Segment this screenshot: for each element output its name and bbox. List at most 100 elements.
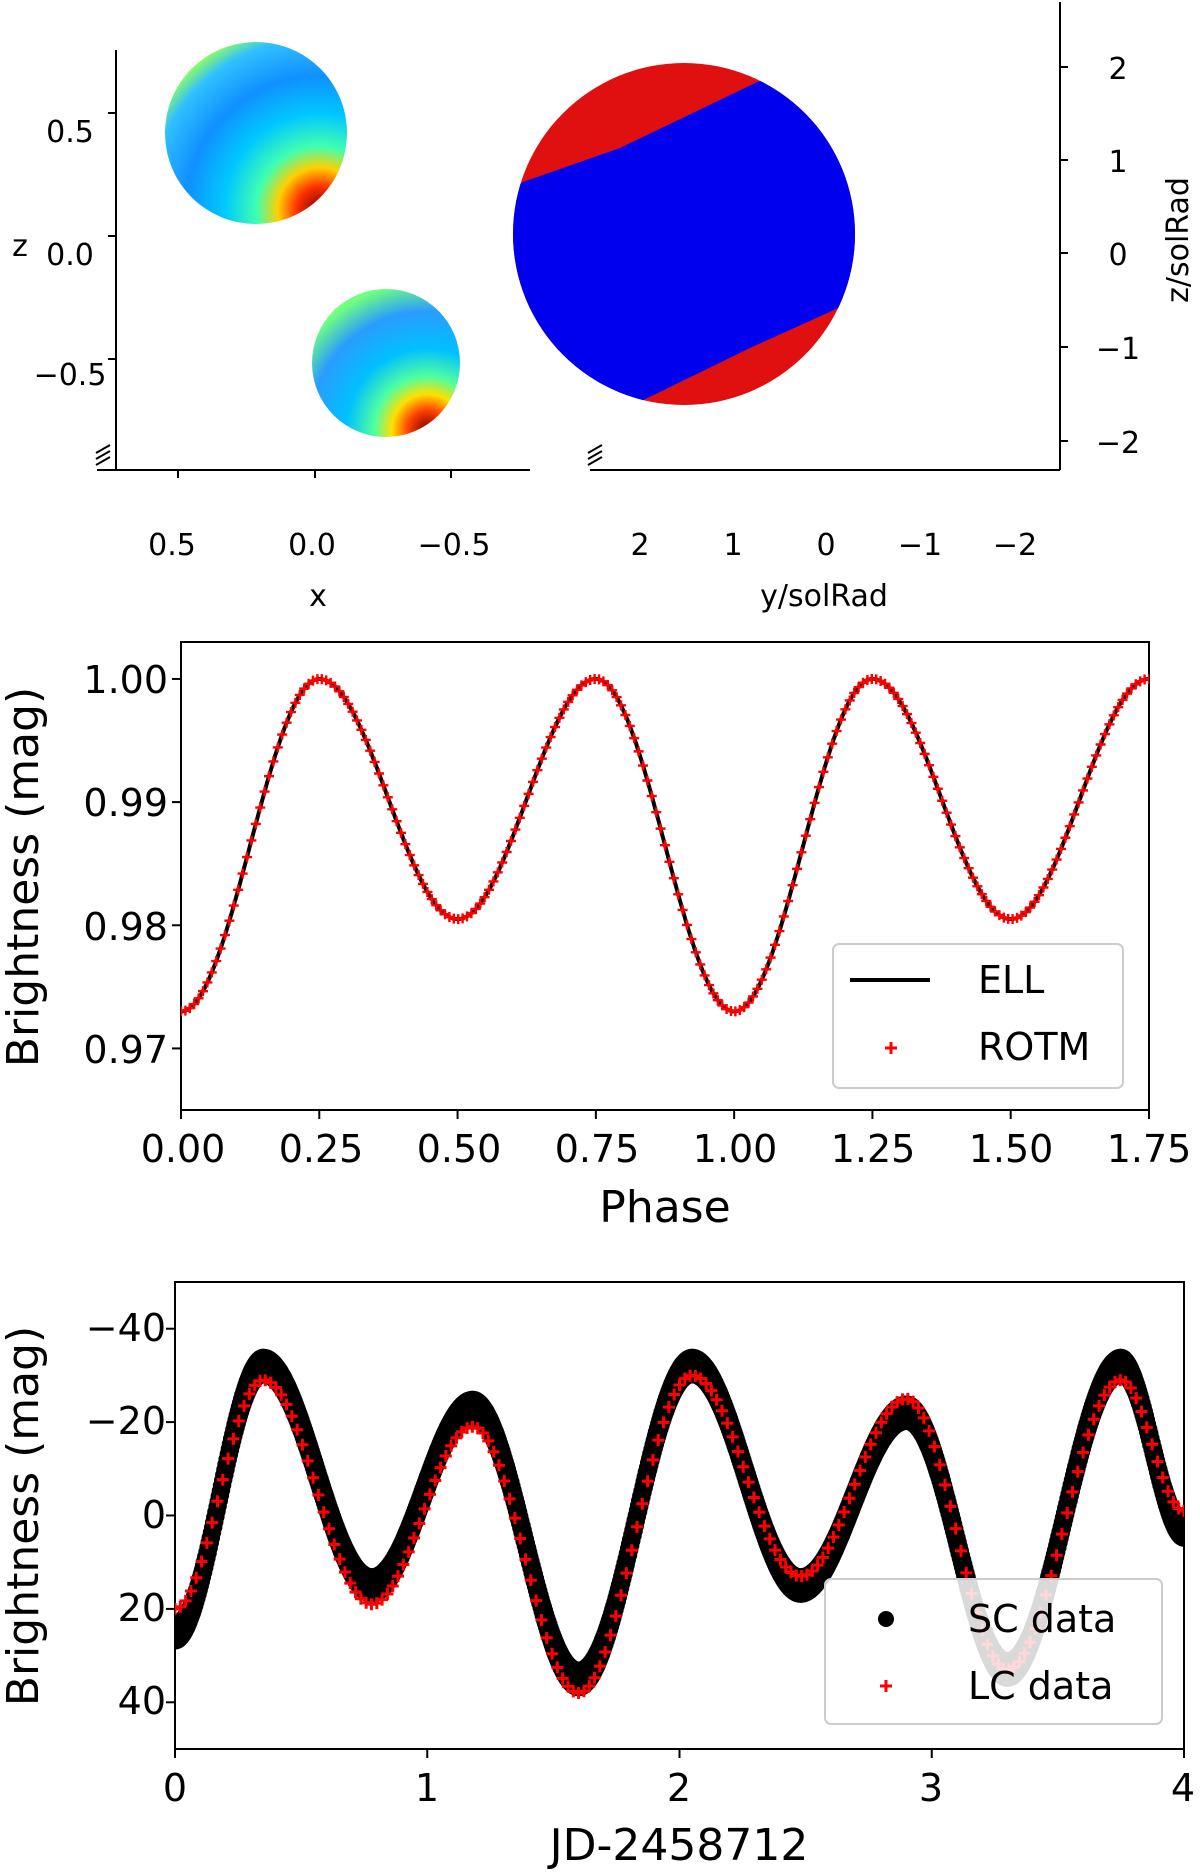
lc-data-marker	[418, 1502, 431, 1515]
rotm-marker	[259, 786, 270, 797]
lc-data-marker	[407, 1531, 420, 1544]
rotm-marker	[426, 894, 437, 905]
rotm-marker	[338, 692, 349, 703]
rotm-marker	[660, 840, 670, 851]
rotm-marker	[277, 729, 288, 740]
lc-data-marker	[715, 1404, 728, 1417]
rotm-marker	[1069, 809, 1080, 820]
lc-data-marker	[1077, 1446, 1090, 1459]
rotm-marker	[378, 780, 389, 791]
lc-data-marker	[423, 1488, 436, 1501]
rotm-marker	[752, 983, 763, 994]
lc-data-marker	[381, 1587, 394, 1600]
rotm-marker	[668, 873, 679, 884]
lc-data-marker	[206, 1516, 219, 1529]
lc-data-marker	[508, 1512, 521, 1525]
rotm-marker	[360, 734, 371, 745]
rotm-marker	[206, 967, 217, 978]
rotm-marker	[400, 839, 411, 850]
rotm-marker	[286, 707, 296, 718]
rotm-marker	[611, 692, 622, 703]
lc-data-marker	[445, 1439, 458, 1452]
sc-data-point	[1177, 1512, 1184, 1527]
sc-data-point	[1177, 1532, 1184, 1547]
y-tick-label: −1	[898, 528, 942, 563]
rotm-marker	[602, 680, 613, 691]
rotm-marker	[884, 682, 895, 693]
lc-data-marker	[328, 1538, 341, 1551]
y-tick-label: −40	[86, 1306, 166, 1350]
rotm-marker	[792, 863, 802, 874]
x-tick-label: 1.75	[1107, 1127, 1192, 1171]
lc-data-marker	[1061, 1506, 1074, 1519]
rotm-marker	[1034, 890, 1044, 901]
rotm-marker	[897, 701, 908, 712]
rotm-marker	[343, 698, 354, 709]
rotm-marker	[211, 956, 222, 967]
rotm-marker	[1047, 864, 1058, 875]
lc-data-marker	[200, 1536, 213, 1549]
rotm-marker	[946, 819, 956, 830]
lc-data-marker	[646, 1453, 659, 1466]
lc-data-marker	[1167, 1495, 1180, 1508]
lc-data-marker	[625, 1544, 638, 1557]
rotm-marker	[202, 977, 213, 988]
lc-data-marker	[301, 1454, 314, 1467]
z-tick-label: 2	[1108, 52, 1127, 87]
rotm-marker	[431, 900, 442, 911]
rotm-marker	[1095, 739, 1106, 750]
lc-data-marker	[344, 1577, 357, 1590]
rotm-marker	[893, 693, 904, 704]
rotm-marker	[1073, 797, 1084, 808]
lc-data-marker	[1050, 1549, 1063, 1562]
tick-marks	[166, 1327, 1185, 1758]
x-tick-label: 1.25	[831, 1127, 916, 1171]
rotm-marker	[294, 689, 305, 700]
rotm-marker	[686, 934, 697, 945]
rotm-marker	[352, 715, 362, 726]
rotm-marker	[396, 827, 406, 838]
rotm-marker	[501, 847, 512, 858]
lc-data-marker	[1178, 1504, 1184, 1517]
rotm-marker	[1122, 688, 1132, 699]
rotm-marker	[479, 892, 490, 903]
rotm-marker	[616, 700, 626, 711]
rotm-marker	[418, 878, 428, 889]
rotm-marker	[1108, 710, 1119, 721]
rotm-marker	[290, 697, 301, 708]
rotm-marker	[638, 760, 648, 771]
star-body	[513, 63, 855, 405]
lc-data-marker	[1071, 1465, 1084, 1478]
lc-data-marker	[912, 1402, 925, 1415]
rotm-marker	[506, 835, 516, 846]
lc-data-marker	[1156, 1471, 1169, 1484]
lc-data-marker	[673, 1378, 686, 1391]
lc-data-marker	[854, 1464, 867, 1477]
rotm-marker	[849, 688, 860, 699]
lc-data-marker	[737, 1460, 750, 1473]
x-tick-label: 0.5	[148, 528, 196, 563]
lc-data-marker	[397, 1558, 410, 1571]
y-tick-label: 0.97	[83, 1028, 168, 1072]
rotm-marker	[937, 795, 948, 806]
x-tick-label: 0.0	[288, 528, 336, 563]
lower-star-surface	[312, 289, 460, 437]
plot-frame	[180, 641, 1150, 1111]
rotm-marker	[1086, 761, 1097, 772]
lc-data-marker	[609, 1610, 622, 1623]
rotm-marker	[642, 775, 653, 786]
y-axis-label: Brightness (mag)	[0, 1326, 49, 1706]
lc-data-marker	[816, 1551, 829, 1564]
lc-data-marker	[296, 1438, 309, 1451]
rotm-marker	[550, 722, 560, 733]
lc-data-marker	[498, 1475, 511, 1488]
lc-data-marker	[907, 1395, 920, 1408]
rotm-marker	[932, 783, 943, 794]
lc-data-marker	[530, 1594, 543, 1607]
lc-data-marker	[758, 1520, 771, 1533]
axis-corner-ticks	[587, 444, 603, 466]
rotm-marker	[844, 695, 855, 706]
lc-data-marker	[747, 1491, 760, 1504]
rotm-marker	[268, 756, 279, 767]
rotm-marker	[695, 959, 706, 970]
